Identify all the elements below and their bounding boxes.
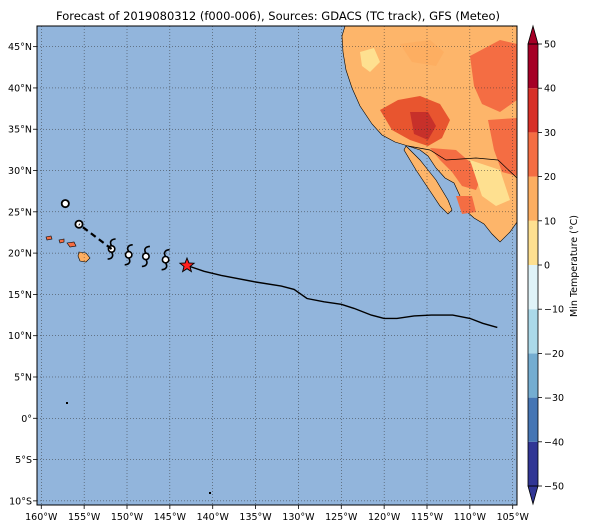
colorbar-tick-label: 30	[544, 128, 556, 139]
small-island	[66, 402, 68, 404]
lon-tick-label: 155°W	[68, 512, 101, 523]
colorbar-segment	[528, 265, 538, 310]
colorbar-segment	[528, 44, 538, 89]
north-america-land	[341, 25, 518, 243]
storm-track-line	[186, 264, 498, 329]
lon-tick-label: 130°W	[282, 512, 315, 523]
track-dashed-segment	[78, 223, 113, 250]
lon-tick-label: 110°W	[454, 512, 487, 523]
lat-tick-label: 10°N	[8, 331, 32, 342]
lat-tick-label: 40°N	[8, 83, 32, 94]
lat-tick-label: 45°N	[8, 42, 32, 53]
colorbar-tick-label: 40	[544, 84, 556, 95]
colorbar-extend-max	[527, 24, 539, 45]
lat-tick-label: 20°N	[8, 249, 32, 260]
colorbar: 50 40 30 20 10 0 −10 −20 −30 −40 −50	[527, 24, 564, 506]
tropical-storm-symbol	[161, 248, 170, 271]
colorbar-segment	[528, 309, 538, 354]
colorbar-segment	[528, 353, 538, 398]
lat-tick-label: 25°N	[8, 207, 32, 218]
colorbar-segment	[528, 132, 538, 177]
gridlines	[37, 26, 517, 505]
lat-tick-label: 35°N	[8, 125, 32, 136]
colorbar-tick-label: 50	[544, 40, 556, 51]
colorbar-label: Min Temperature (°C)	[569, 215, 580, 317]
colorbar-tick-label: 0	[544, 261, 550, 272]
tropical-storm-symbol	[124, 244, 133, 266]
tropical-storm-symbol	[141, 245, 150, 268]
longitude-tick-labels: 160°W 155°W 150°W 145°W 140°W 135°W 130°W 125°W…	[25, 505, 529, 523]
lon-tick-label: 125°W	[325, 512, 358, 523]
colorbar-extend-min	[527, 485, 539, 506]
latitude-tick-labels: 45°N 40°N 35°N 30°N 25°N 20°N 15°N 10°N 5°N 0° 5°S…	[8, 42, 37, 507]
lat-tick-label: 5°S	[15, 455, 32, 466]
map-frame	[36, 25, 518, 506]
storm-track-symbols	[60, 199, 196, 273]
map-title: Forecast of 2019080312 (f000-006), Sourc…	[56, 9, 500, 23]
star-icon	[178, 256, 196, 273]
colorbar-segment	[528, 176, 538, 221]
lat-tick-label: 5°N	[14, 372, 32, 383]
lon-tick-label: 120°W	[368, 512, 401, 523]
hawaii-islands	[45, 235, 91, 263]
colorbar-segment	[528, 88, 538, 133]
lon-tick-label: 140°W	[197, 512, 230, 523]
colorbar-tick-label: 10	[544, 216, 556, 227]
lat-tick-label: 15°N	[8, 290, 32, 301]
lat-tick-label: 10°S	[9, 496, 32, 507]
depression-symbol	[74, 219, 84, 229]
lon-tick-label: 160°W	[25, 512, 58, 523]
lat-tick-label: 30°N	[8, 166, 32, 177]
colorbar-tick-label: 20	[544, 172, 556, 183]
colorbar-segment	[528, 397, 538, 442]
lon-tick-label: 105°W	[497, 512, 530, 523]
depression-symbol	[60, 199, 70, 209]
lon-tick-label: 145°W	[154, 512, 187, 523]
colorbar-tick-label: −10	[544, 305, 564, 316]
lon-tick-label: 150°W	[111, 512, 144, 523]
lon-tick-label: 115°W	[411, 512, 444, 523]
lon-tick-label: 135°W	[239, 512, 272, 523]
colorbar-tick-label: −20	[544, 349, 564, 360]
colorbar-tick-label: −50	[544, 482, 564, 493]
colorbar-tick-label: −30	[544, 393, 564, 404]
tropical-storm-symbol	[107, 238, 116, 260]
map-panel	[36, 25, 518, 506]
colorbar-segment	[528, 441, 538, 486]
colorbar-segment	[528, 220, 538, 265]
small-island	[209, 492, 211, 494]
colorbar-tick-label: −40	[544, 437, 564, 448]
lat-tick-label: 0°	[21, 414, 32, 425]
